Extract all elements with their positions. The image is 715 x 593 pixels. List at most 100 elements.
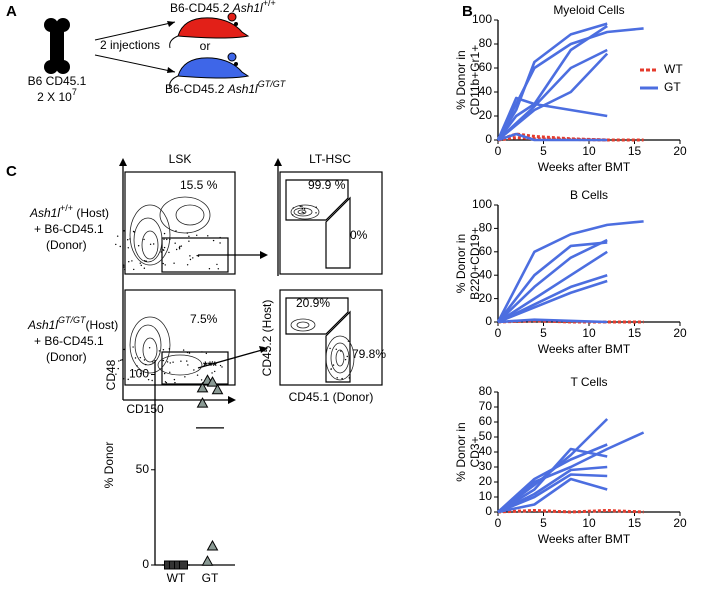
event bbox=[139, 262, 141, 264]
event bbox=[217, 268, 220, 270]
y-tick-label: 20 bbox=[479, 291, 493, 305]
y-axis-label: % Donor bbox=[102, 442, 116, 489]
gate-label: 0% bbox=[350, 228, 368, 242]
series-line bbox=[497, 273, 608, 324]
data-point bbox=[206, 376, 219, 387]
series-line bbox=[497, 48, 608, 141]
y-tick-label: 100 bbox=[472, 12, 492, 26]
data-point bbox=[196, 381, 209, 393]
event bbox=[148, 347, 151, 349]
y-axis-label: % Donor in bbox=[454, 50, 468, 109]
legend-label: WT bbox=[664, 62, 683, 76]
event bbox=[341, 377, 343, 380]
panel-label: B bbox=[462, 3, 473, 20]
event bbox=[221, 366, 223, 368]
y-tick-label: 100 bbox=[472, 197, 492, 211]
event bbox=[143, 238, 145, 241]
event bbox=[162, 249, 164, 251]
event bbox=[123, 348, 125, 351]
row-label: Ash1l+/+ (Host) bbox=[29, 203, 109, 220]
event bbox=[336, 377, 338, 379]
event bbox=[123, 266, 125, 268]
dose-exponent: 7 bbox=[72, 87, 77, 97]
event bbox=[207, 235, 209, 237]
x-tick-label: 10 bbox=[582, 516, 596, 530]
x-tick-label: WT bbox=[167, 571, 186, 585]
x-tick-label: 5 bbox=[540, 516, 547, 530]
y-tick-label: 80 bbox=[479, 384, 493, 398]
event bbox=[151, 379, 153, 382]
series-line bbox=[496, 27, 644, 141]
event bbox=[303, 211, 305, 214]
gene: Ash1l bbox=[29, 206, 60, 220]
event bbox=[315, 206, 317, 208]
event bbox=[133, 268, 135, 271]
event bbox=[127, 247, 129, 249]
event bbox=[189, 258, 192, 261]
axis-label: CD45.2 (Host) bbox=[260, 300, 274, 377]
x-tick-label: 5 bbox=[540, 144, 547, 158]
event bbox=[144, 259, 146, 262]
event bbox=[303, 208, 306, 210]
event bbox=[145, 260, 147, 262]
x-tick-label: 10 bbox=[582, 326, 596, 340]
gene: Ash1l bbox=[227, 82, 258, 96]
event bbox=[186, 232, 189, 234]
x-tick-label: 0 bbox=[495, 516, 502, 530]
event bbox=[211, 372, 213, 374]
event bbox=[124, 268, 126, 271]
event bbox=[137, 245, 140, 247]
dose-base: 2 X 10 bbox=[37, 90, 72, 104]
event bbox=[165, 381, 168, 384]
panel-label: A bbox=[6, 3, 17, 20]
y-tick-label: 80 bbox=[479, 221, 493, 235]
event bbox=[127, 239, 129, 241]
event bbox=[178, 246, 181, 249]
event bbox=[163, 232, 166, 235]
gene: Ash1l bbox=[232, 1, 263, 15]
series-line bbox=[497, 250, 608, 324]
event bbox=[169, 362, 171, 364]
donor-strain: B6 CD45.1 bbox=[28, 74, 87, 88]
x-tick-label: 20 bbox=[673, 144, 687, 158]
strain: B6-CD45.2 bbox=[170, 1, 233, 15]
x-tick-label: 0 bbox=[495, 144, 502, 158]
data-point bbox=[206, 539, 219, 551]
event bbox=[168, 251, 170, 254]
event bbox=[132, 346, 134, 348]
event bbox=[174, 381, 176, 384]
arrows bbox=[94, 21, 176, 73]
event bbox=[188, 240, 190, 242]
event bbox=[180, 245, 183, 247]
event bbox=[136, 365, 138, 367]
event bbox=[315, 212, 317, 214]
y-tick-label: 100 bbox=[129, 367, 149, 381]
event bbox=[115, 373, 117, 375]
event bbox=[335, 348, 337, 350]
row-label: (Donor) bbox=[46, 238, 87, 252]
event bbox=[188, 235, 190, 238]
event bbox=[134, 357, 137, 359]
event bbox=[189, 255, 191, 257]
series-line bbox=[497, 509, 644, 514]
event bbox=[129, 238, 131, 240]
axis-label: CD48 bbox=[104, 359, 118, 390]
series-line bbox=[496, 24, 608, 141]
event bbox=[174, 242, 176, 244]
data-point bbox=[179, 560, 188, 570]
event bbox=[121, 359, 123, 361]
data-point bbox=[211, 383, 224, 395]
event bbox=[299, 205, 301, 208]
event bbox=[178, 248, 181, 250]
y-tick-label: 80 bbox=[479, 36, 493, 50]
gate-label: 99.9 % bbox=[308, 178, 346, 192]
event bbox=[145, 363, 147, 366]
event bbox=[169, 371, 171, 374]
gate-label: 20.9% bbox=[296, 296, 330, 310]
event bbox=[179, 245, 181, 248]
event bbox=[119, 359, 122, 361]
event bbox=[166, 238, 168, 241]
host: (Host) bbox=[86, 318, 119, 332]
y-tick-label: 60 bbox=[479, 244, 493, 258]
event bbox=[173, 378, 176, 381]
